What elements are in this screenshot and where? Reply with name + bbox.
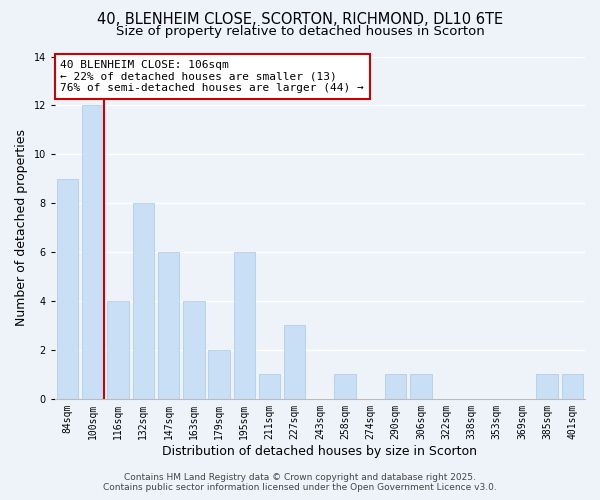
Text: Contains HM Land Registry data © Crown copyright and database right 2025.
Contai: Contains HM Land Registry data © Crown c… — [103, 473, 497, 492]
Bar — [259, 374, 280, 399]
Bar — [57, 179, 79, 399]
Bar — [410, 374, 431, 399]
Bar — [183, 301, 205, 399]
Bar — [284, 326, 305, 399]
X-axis label: Distribution of detached houses by size in Scorton: Distribution of detached houses by size … — [163, 444, 478, 458]
Bar — [385, 374, 406, 399]
Y-axis label: Number of detached properties: Number of detached properties — [15, 129, 28, 326]
Bar — [133, 203, 154, 399]
Bar — [158, 252, 179, 399]
Bar — [107, 301, 129, 399]
Text: 40 BLENHEIM CLOSE: 106sqm
← 22% of detached houses are smaller (13)
76% of semi-: 40 BLENHEIM CLOSE: 106sqm ← 22% of detac… — [60, 60, 364, 93]
Bar — [82, 106, 104, 399]
Text: 40, BLENHEIM CLOSE, SCORTON, RICHMOND, DL10 6TE: 40, BLENHEIM CLOSE, SCORTON, RICHMOND, D… — [97, 12, 503, 28]
Bar — [536, 374, 558, 399]
Bar — [334, 374, 356, 399]
Bar — [208, 350, 230, 399]
Bar — [562, 374, 583, 399]
Bar — [233, 252, 255, 399]
Text: Size of property relative to detached houses in Scorton: Size of property relative to detached ho… — [116, 25, 484, 38]
